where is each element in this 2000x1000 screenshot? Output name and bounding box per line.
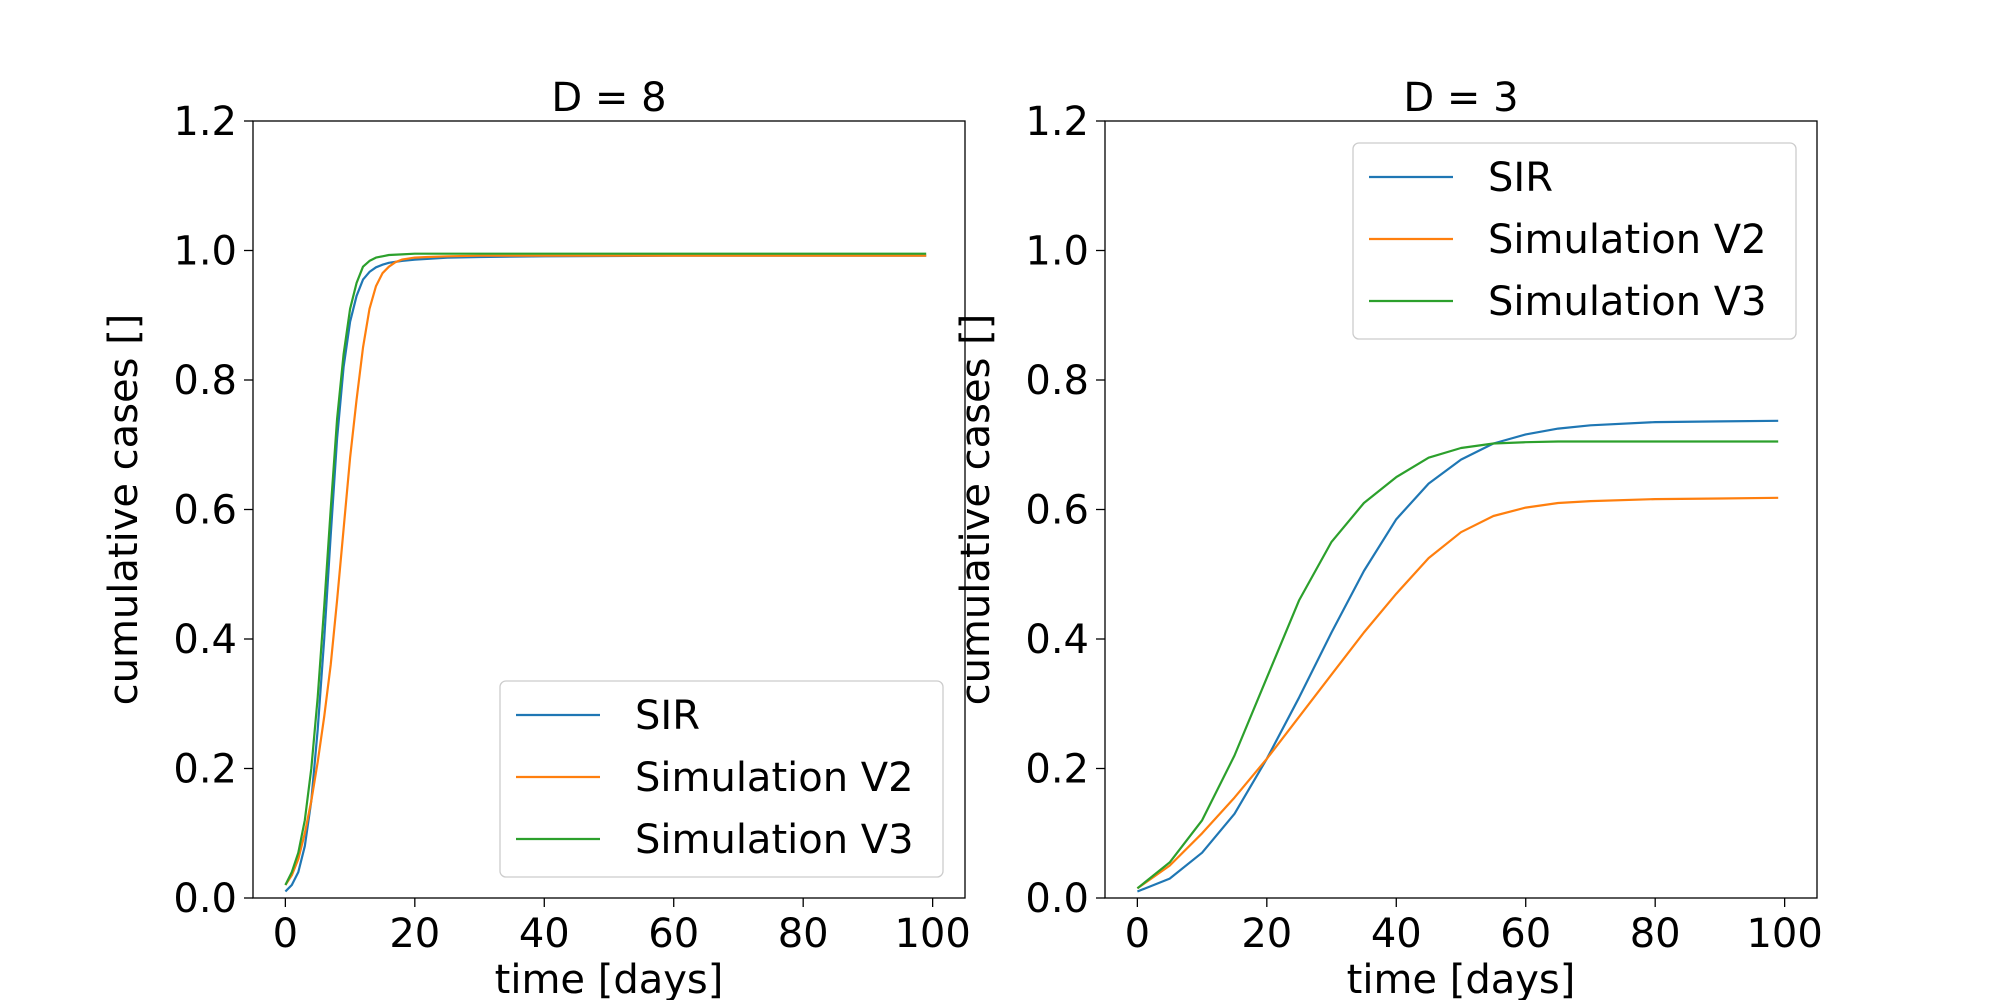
y-tick-label: 0.6 [1025,488,1089,534]
legend-entry-1: Simulation V2 [635,755,914,801]
legend-entry-2: Simulation V3 [1488,279,1767,325]
series-line-2 [284,252,927,886]
legend-box [1352,142,1797,340]
x-tick-label: 80 [778,911,829,957]
chart-title: D = 8 [551,75,666,121]
x-tick-label: 100 [1746,911,1822,957]
x-tick-label: 40 [519,911,570,957]
x-tick-label: 40 [1371,911,1422,957]
subplot-d8: 0 20 40 60 80 100 0.0 0.2 0.4 0.6 0.8 1.0 1.2 D = 8 ti… [101,75,971,1000]
x-axis-label: time [days] [495,957,724,1000]
legend-entry-1: Simulation V2 [1488,217,1767,263]
x-tick-label: 0 [1125,911,1150,957]
x-tick-label: 60 [1500,911,1551,957]
y-axis-label: cumulative cases [] [101,314,147,706]
x-tick-label: 20 [1241,911,1292,957]
y-tick-label: 0.8 [1025,358,1089,404]
chart-title: D = 3 [1403,75,1518,121]
y-tick-label: 1.2 [1025,99,1089,145]
y-tick-label: 0.0 [1025,876,1089,922]
legend-entry-0: SIR [1488,155,1553,201]
x-tick-label: 0 [273,911,298,957]
x-tick-label: 20 [389,911,440,957]
series-line-2 [1136,440,1779,890]
y-tick-label: 1.0 [1025,229,1089,275]
subplot-d3: 0 20 40 60 80 100 0.0 0.2 0.4 0.6 0.8 1.0 1.2 D = 3 ti… [953,75,1823,1000]
legend-box [499,680,944,878]
y-tick-label: 0.2 [173,747,237,793]
y-tick-label: 0.6 [173,488,237,534]
series-line-0 [1136,419,1779,893]
y-tick-label: 0.4 [1025,617,1089,663]
y-tick-label: 1.2 [173,99,237,145]
x-tick-label: 100 [894,911,970,957]
x-tick-label: 60 [648,911,699,957]
x-axis-label: time [days] [1347,957,1576,1000]
legend-entry-0: SIR [635,693,700,739]
series-line-1 [1136,496,1779,890]
series-line-1 [284,254,927,886]
y-tick-label: 0.4 [173,617,237,663]
legend-entry-2: Simulation V3 [635,817,914,863]
y-tick-label: 0.8 [173,358,237,404]
legend: SIR Simulation V2 Simulation V3 [499,680,944,878]
y-tick-label: 0.2 [1025,747,1089,793]
y-tick-label: 0.0 [173,876,237,922]
x-tick-label: 80 [1630,911,1681,957]
legend: SIR Simulation V2 Simulation V3 [1352,142,1797,340]
y-axis-label: cumulative cases [] [953,314,999,706]
y-tick-label: 1.0 [173,229,237,275]
